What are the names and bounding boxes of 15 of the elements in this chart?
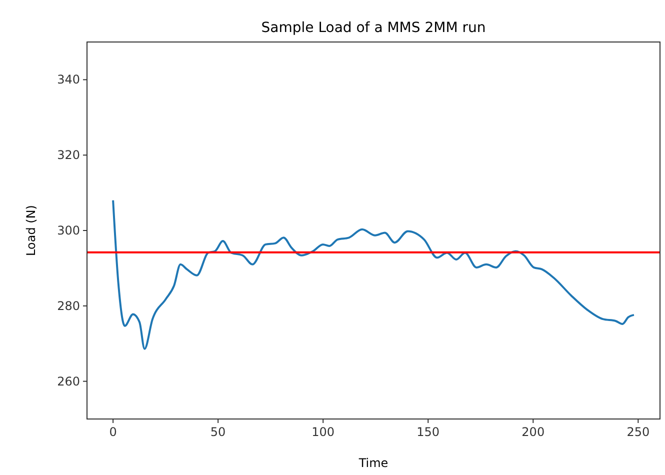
y-tick-label: 300 — [57, 224, 80, 238]
x-tick-label: 50 — [210, 425, 226, 439]
x-axis-title: Time — [358, 456, 388, 470]
x-tick-label: 250 — [626, 425, 650, 439]
y-tick-label: 340 — [57, 72, 80, 87]
x-tick-label: 200 — [522, 425, 545, 439]
line-series — [112, 199, 635, 350]
y-tick-label: 260 — [57, 374, 80, 388]
x-tick-label: 150 — [416, 425, 440, 439]
x-tick-label: 0 — [109, 425, 117, 439]
y-tick-label: 280 — [57, 298, 80, 313]
y-axis-title: Load (N) — [24, 205, 38, 256]
y-tick-label: 320 — [57, 148, 80, 162]
x-tick-label: 100 — [312, 425, 335, 439]
chart-title: Sample Load of a MMS 2MM run — [261, 20, 486, 36]
